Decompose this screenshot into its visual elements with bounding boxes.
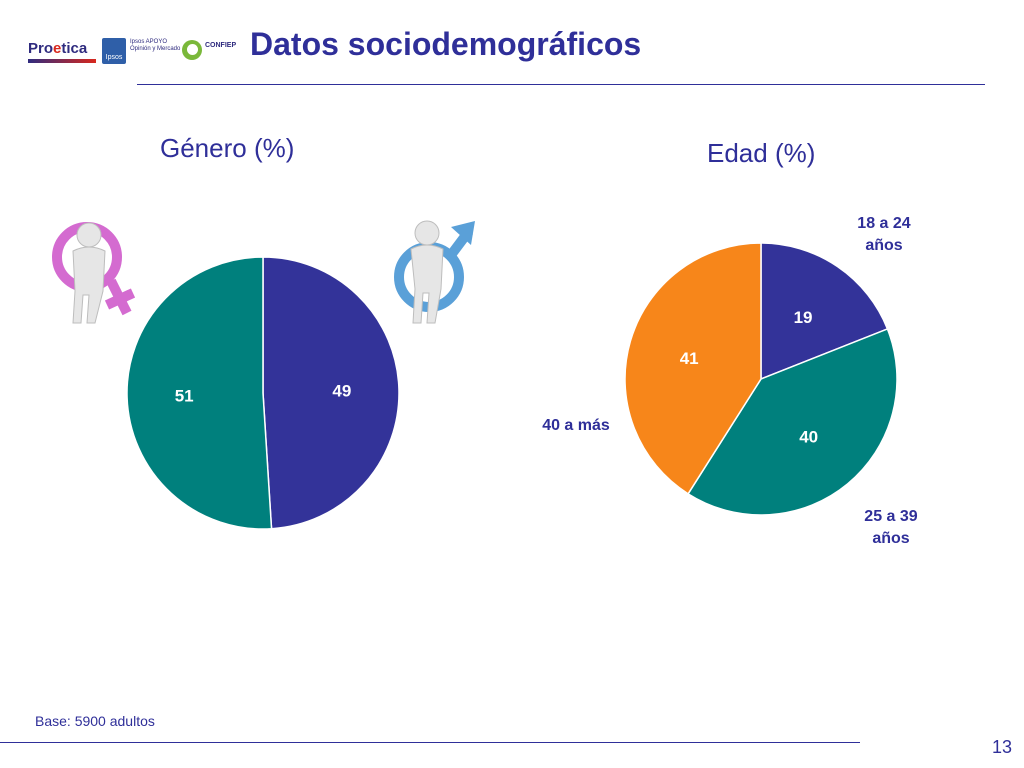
edad-chart-title: Edad (%) (707, 138, 816, 168)
edad-category-label-40-mas: 40 a más (542, 417, 610, 434)
genero-pie-chart: 49 51 (126, 256, 400, 530)
page-title: Datos sociodemográficos (250, 26, 642, 62)
edad-pie-value-label-1: 40 (799, 428, 818, 447)
footer-divider (0, 742, 860, 743)
edad-pie-slice-0 (760, 242, 889, 381)
genero-pie-slice-1 (126, 256, 273, 530)
female-symbol-figure-icon (52, 222, 135, 324)
genero-pie-value-label-1: 51 (175, 386, 194, 405)
genero-pie-slice-0 (262, 256, 400, 530)
ipsos-apoyo-logo-text: Ipsos APOYO Opinión y Mercado (130, 39, 181, 52)
edad-category-label-25-39: 25 a 39 años (864, 508, 918, 547)
ipsos-logo: Ipsos (102, 38, 126, 64)
edad-pie-slice-1 (687, 327, 898, 516)
edad-pie-value-label-2: 41 (680, 349, 699, 368)
male-symbol-figure-icon (394, 220, 475, 324)
proetica-logo-bar (28, 59, 96, 63)
edad-pie-slice-2 (624, 242, 762, 495)
edad-category-label-18-24: 18 a 24 años (857, 215, 911, 254)
edad-pie-chart: 19 40 41 (624, 242, 898, 516)
title-divider (137, 84, 985, 85)
edad-pie-value-label-0: 19 (794, 308, 813, 327)
genero-chart-title: Género (%) (160, 133, 295, 163)
confiep-logo-icon (182, 40, 202, 60)
page-number: 13 (992, 737, 1013, 757)
base-footnote: Base: 5900 adultos (35, 713, 155, 729)
confiep-logo-text: CONFIEP (205, 42, 237, 49)
proetica-logo: Proetica (28, 40, 88, 57)
genero-pie-value-label-0: 49 (332, 382, 351, 401)
partner-logos: Proetica Ipsos Ipsos APOYO Opinión y Merc… (22, 30, 252, 74)
